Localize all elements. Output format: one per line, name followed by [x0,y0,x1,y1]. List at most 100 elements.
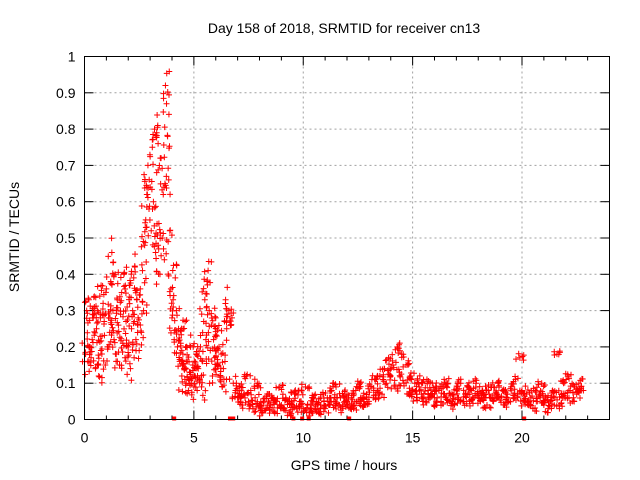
data-point [423,399,430,406]
data-point [211,366,218,373]
data-point [162,182,169,189]
data-point [121,325,128,332]
data-point [125,313,132,320]
data-point [108,235,115,242]
data-point [125,352,132,359]
data-point [223,325,230,332]
data-point [288,410,295,417]
data-point [561,379,568,386]
data-point [216,343,223,350]
data-point [153,169,160,176]
data-point [284,412,291,419]
x-axis-label: GPS time / hours [291,457,398,473]
data-point [239,384,246,391]
data-point [206,307,213,314]
data-point [160,230,167,237]
data-point [111,364,118,371]
data-point [438,393,445,400]
data-point [191,358,198,365]
data-point [504,391,511,398]
data-point [296,403,303,410]
data-point [256,412,263,419]
data-point [148,178,155,185]
data-point [187,371,194,378]
data-point [114,358,121,365]
data-point [160,109,167,116]
data-point [98,350,105,357]
data-point [113,310,120,317]
data-point [125,349,132,356]
data-point [382,381,389,388]
data-point [372,396,379,403]
data-point [255,391,262,398]
data-point [275,385,282,392]
data-point [128,325,135,332]
data-point [476,395,483,402]
data-point [209,372,216,379]
data-point [281,397,288,404]
data-point [251,385,258,392]
data-point [155,140,162,147]
data-point [205,267,212,274]
data-point [93,319,100,326]
data-point [388,365,395,372]
data-point [90,311,97,318]
data-point [114,329,121,336]
data-point [107,315,114,322]
y-tick-label: 0.6 [56,194,76,210]
data-point [121,270,128,277]
data-point [130,274,137,281]
data-point [199,348,206,355]
data-point [419,398,426,405]
y-tick-label: 0.3 [56,303,76,319]
data-point [408,391,415,398]
data-point [411,370,418,377]
data-point [365,382,372,389]
data-point [238,380,245,387]
data-point [392,346,399,353]
data-point [242,394,249,401]
data-point [435,386,442,393]
data-point [165,165,172,172]
data-point [414,397,421,404]
data-point [133,296,140,303]
data-point [217,374,224,381]
data-point [338,409,345,416]
data-point [162,82,169,89]
data-point [86,344,93,351]
data-point [183,380,190,387]
data-point [400,363,407,370]
data-point [171,339,178,346]
data-point [555,387,562,394]
data-point [400,353,407,360]
data-point [128,294,135,301]
data-point [277,402,284,409]
data-point [440,390,447,397]
data-point [336,381,343,388]
data-point [93,303,100,310]
data-point [354,378,361,385]
data-point [385,371,392,378]
data-point [322,402,329,409]
data-point [383,356,390,363]
data-point [132,336,139,343]
data-point [186,358,193,365]
data-point [114,280,121,287]
data-point [179,357,186,364]
data-point [454,394,461,401]
data-point [100,366,107,373]
data-point [443,396,450,403]
data-point [177,342,184,349]
data-point [110,259,117,266]
data-point [416,387,423,394]
data-point [196,305,203,312]
data-point [176,334,183,341]
data-point [82,298,89,305]
data-point [239,405,246,412]
data-point [141,171,148,178]
data-point [551,352,558,359]
data-point [518,402,525,409]
data-point [254,383,261,390]
data-point [167,329,174,336]
data-point [295,402,302,409]
